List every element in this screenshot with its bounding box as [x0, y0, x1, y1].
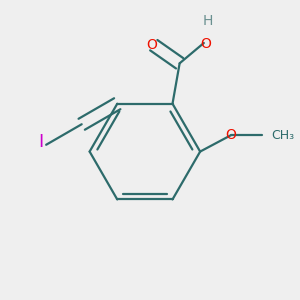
Text: H: H	[202, 14, 213, 28]
Text: I: I	[38, 133, 43, 151]
Text: CH₃: CH₃	[271, 129, 294, 142]
Text: O: O	[146, 38, 157, 52]
Text: O: O	[225, 128, 236, 142]
Text: O: O	[200, 37, 211, 51]
